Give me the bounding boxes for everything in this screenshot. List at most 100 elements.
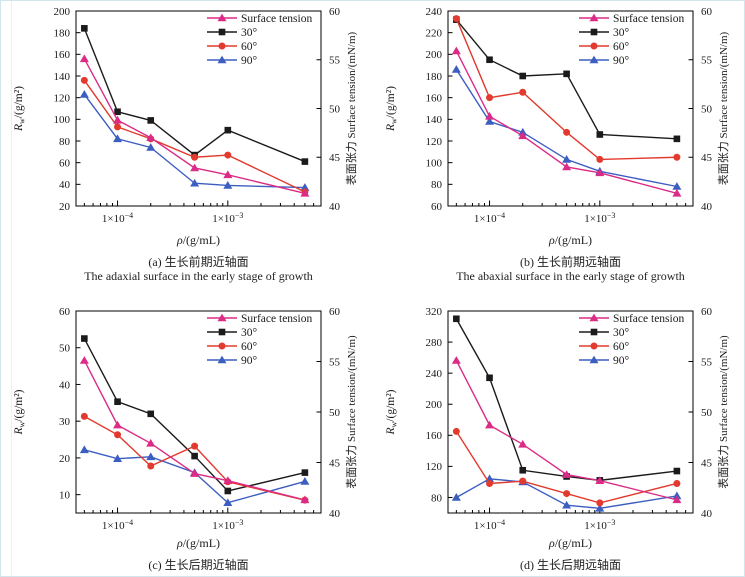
data-point	[223, 498, 233, 507]
series-deg60	[452, 15, 681, 163]
data-point	[80, 76, 88, 84]
data-point	[81, 335, 88, 342]
x-tick-label: 1×10−4	[474, 518, 505, 532]
x-tick-label: 1×10−3	[584, 518, 615, 532]
y-right-tick-label: 45	[329, 457, 341, 469]
data-point	[519, 88, 527, 96]
x-tick-label: 1×10−3	[212, 211, 243, 225]
data-point	[81, 25, 88, 32]
data-point	[518, 131, 528, 140]
chart-panel-d: 1×10−4 1×10−3 ρ/(g/mL) 80 120 160 200 240 280 320…	[373, 291, 744, 576]
data-point	[562, 500, 572, 509]
data-point	[673, 467, 681, 475]
data-point	[452, 15, 460, 23]
y-left-tick-label: 180	[54, 28, 71, 40]
series-deg30-line	[83, 28, 306, 163]
series-surface_tension-line	[83, 58, 306, 195]
chart-a-svg: 1×10−4 1×10−3 ρ/(g/mL) 20 40 60 80 100 120 140 160…	[13, 6, 358, 247]
data-point	[486, 479, 494, 487]
data-point	[218, 328, 226, 336]
legend: Surface tension 30° 60° 90°	[207, 313, 312, 367]
data-point	[453, 315, 460, 323]
x-tick-label: 1×10−3	[212, 518, 243, 532]
chart-panel-c: 1×10−4 1×10−3 ρ/(g/mL) 10 20 30 40 50 60 Rw/(g/m²…	[1, 291, 373, 576]
y-left-axis: 10 20 30 40 50 60 Rw/(g/m²)	[13, 306, 81, 501]
data-point	[563, 128, 571, 136]
data-point	[300, 183, 310, 191]
data-point	[485, 111, 495, 120]
series-deg30	[81, 335, 309, 495]
y-left-tick-label: 40	[59, 379, 71, 391]
legend-label-deg90: 90°	[241, 355, 258, 367]
data-point	[451, 493, 461, 501]
data-point	[113, 420, 123, 429]
y-left-tick-label: 160	[426, 430, 443, 442]
y-left-axis: 20 40 60 80 100 120 140 160 180 200 Rw/(g/m²)	[13, 6, 81, 213]
data-point	[451, 356, 461, 364]
y-right-axis: 40 45 50 55 60 表面张力 Surface tension/(mN/m)	[316, 306, 358, 520]
data-point	[485, 117, 495, 125]
data-point	[147, 117, 155, 124]
y-left-tick-label: 180	[426, 71, 443, 83]
y-right-tick-label: 45	[329, 152, 341, 164]
y-right-axis-label: 表面张力 Surface tension/(mN/m)	[344, 31, 358, 185]
series-deg30	[81, 25, 309, 165]
x-axis: 1×10−4 1×10−3 ρ/(g/mL)	[83, 507, 315, 550]
series-deg30	[453, 315, 681, 484]
y-left-tick-label: 100	[54, 114, 71, 126]
data-point	[113, 454, 123, 462]
data-point	[595, 168, 605, 177]
data-point	[563, 70, 570, 78]
data-point	[190, 178, 200, 187]
x-tick-label: 1×10−4	[474, 211, 505, 225]
data-point	[114, 431, 122, 439]
y-right-tick-label: 40	[701, 201, 713, 213]
legend-label-surface_tension: Surface tension	[613, 313, 684, 325]
data-point	[486, 94, 494, 102]
y-right-tick-label: 50	[701, 407, 713, 419]
chart-d-plot: 1×10−4 1×10−3 ρ/(g/mL) 80 120 160 200 240 280 320…	[373, 291, 744, 559]
plot-frame	[447, 10, 694, 207]
y-right-tick-label: 60	[701, 306, 713, 318]
data-point	[672, 495, 682, 504]
data-point	[673, 135, 681, 143]
y-left-axis-label: Rw/(g/m²)	[385, 389, 399, 435]
y-left-tick-label: 160	[426, 93, 443, 105]
data-point	[191, 153, 199, 161]
y-left-tick-label: 10	[59, 489, 71, 501]
y-left-tick-label: 80	[59, 136, 71, 148]
y-right-tick-label: 55	[701, 55, 713, 67]
data-point	[147, 462, 155, 470]
data-point	[80, 412, 88, 420]
series-deg60-line	[83, 79, 306, 193]
x-axis: 1×10−4 1×10−3 ρ/(g/mL)	[455, 507, 687, 550]
plot-frame	[75, 10, 322, 207]
data-point	[301, 469, 309, 476]
data-point	[190, 163, 200, 172]
data-point	[146, 438, 156, 447]
chart-a-caption-en: The adaxial surface in the early stage o…	[84, 269, 313, 283]
chart-d-caption-zh: (d) 生长后期远轴面	[520, 558, 621, 572]
data-point	[672, 491, 682, 500]
series-deg90-line	[455, 69, 678, 188]
chart-panel-b: 1×10−4 1×10−3 ρ/(g/mL) 60 80 100 120 140 160 180 2…	[373, 1, 744, 291]
chart-a-plot: 1×10−4 1×10−3 ρ/(g/mL) 20 40 60 80 100 120 140 160…	[1, 1, 373, 256]
legend: Surface tension 30° 60° 90°	[579, 313, 684, 367]
data-point	[518, 439, 528, 448]
data-point	[114, 108, 121, 116]
data-point	[223, 476, 233, 484]
y-left-tick-label: 60	[59, 306, 71, 318]
series-deg90-line	[84, 449, 306, 504]
data-point	[673, 153, 681, 161]
y-right-axis-label: 表面张力 Surface tension/(mN/m)	[716, 31, 730, 185]
legend-label-deg60: 60°	[241, 341, 258, 353]
data-point	[79, 90, 89, 98]
y-left-tick-label: 100	[426, 158, 443, 170]
data-point	[223, 181, 233, 189]
data-point	[589, 13, 599, 22]
y-left-tick-label: 200	[54, 6, 71, 18]
x-tick-label: 1×10−4	[102, 518, 133, 532]
chart-b-plot: 1×10−4 1×10−3 ρ/(g/mL) 60 80 100 120 140 160 180 2…	[373, 1, 744, 256]
y-left-axis: 60 80 100 120 140 160 180 200 220 240 Rw/(g/m²)	[385, 6, 453, 213]
legend-label-deg90: 90°	[613, 355, 630, 367]
